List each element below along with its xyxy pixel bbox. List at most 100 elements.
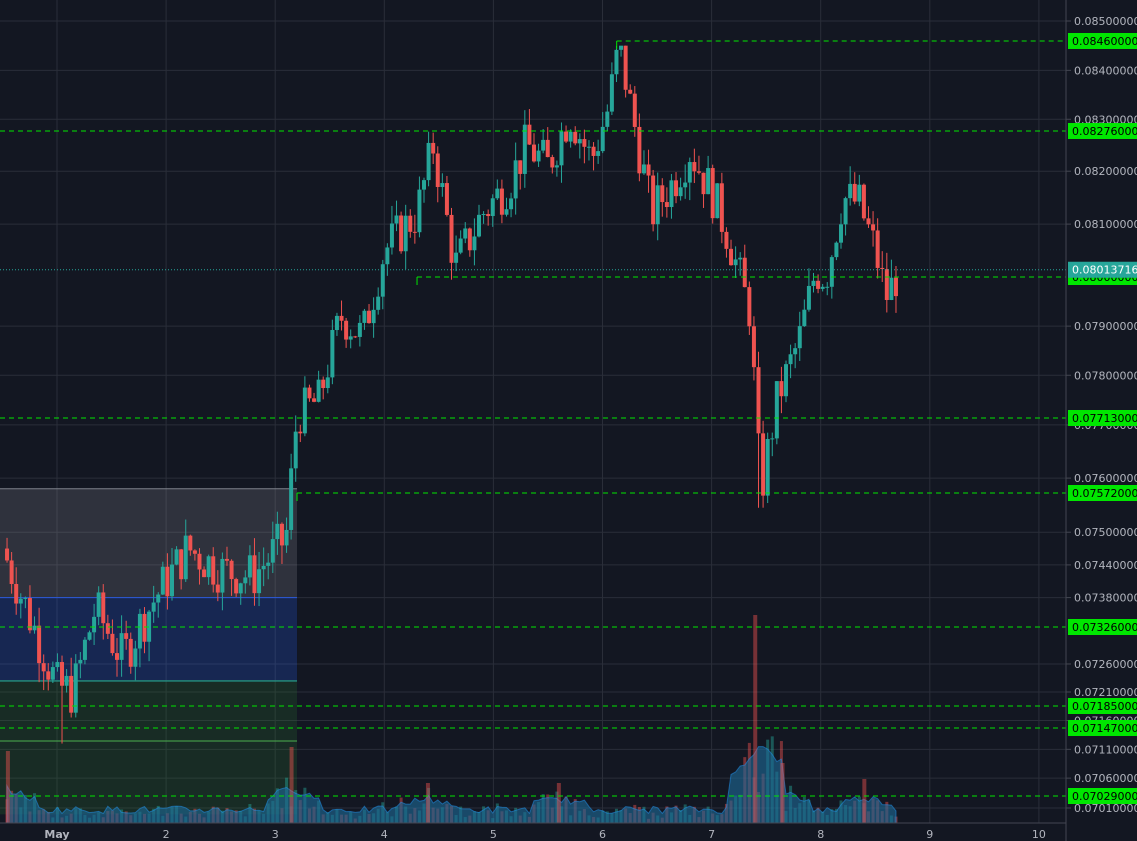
candle-body [69,675,74,713]
candle-body [605,111,610,127]
candle-body [23,598,28,600]
candle-body [875,230,880,268]
current-price-label-bg [1068,261,1137,278]
price-tick-label: 0.08200000 [1074,165,1137,178]
time-tick-label: 2 [163,828,170,841]
candle-body [788,354,793,365]
volume-spike [289,747,294,823]
candle-body [825,286,830,288]
candle-body [765,438,770,496]
candle-body [774,381,779,439]
time-tick-label: 8 [817,828,824,841]
candle-body [614,49,619,75]
candle-body [586,146,591,148]
volume-spike [5,751,10,823]
time-tick-label: 7 [708,828,715,841]
candle-body [50,667,55,680]
level-price-label-bg [1068,33,1137,49]
candle-body [651,175,656,225]
price-axis[interactable]: 0.085000000.084000000.083000000.08200000… [1065,0,1137,841]
level-price-label-bg [1068,410,1137,426]
candle-body [692,162,697,172]
candle-body [660,185,665,203]
candle-body [829,257,834,287]
candle-body [380,264,385,297]
candle-body [422,180,427,190]
level-price-label: 0.07185000 [1072,700,1137,713]
candle-body [710,168,715,219]
current-price-label: 0.08013716 [1072,264,1137,277]
candle-body [220,558,225,593]
price-tick-label: 0.08500000 [1074,15,1137,28]
level-price-label: 0.08460000 [1072,35,1137,48]
candle-body [105,623,110,634]
candle-body [243,577,248,584]
candle-body [188,535,193,551]
candle-body [596,151,601,156]
candle-body [92,616,97,633]
candle-body [664,202,669,208]
candle-body [128,638,133,667]
level-price-label-bg [1068,123,1137,139]
candle-body [738,257,743,260]
candle-body [889,277,894,300]
candle-body [215,584,220,593]
candle-body [536,150,541,162]
candle-body [371,309,376,324]
time-tick-label: 4 [381,828,388,841]
candle-body [834,242,839,258]
time-tick-label: May [44,828,69,841]
candle-body [609,74,614,112]
candle-body [376,296,381,310]
candle-body [224,558,229,561]
candle-body [454,252,459,263]
candle-body [252,555,257,594]
candle-body [357,322,362,337]
candle-body [655,185,660,225]
candle-body [142,613,147,642]
price-tick-label: 0.07010000 [1074,802,1137,815]
candle-body [367,310,372,324]
candle-body [192,550,197,554]
candle-body [435,153,440,187]
candle-body [110,633,115,654]
horizontal-levels [0,40,1066,797]
candle-body [55,662,60,668]
candle-body [417,189,422,233]
candle-body [37,625,42,664]
candle-body [124,633,129,639]
candle-body [119,633,124,660]
level-price-label-bg [1068,720,1137,736]
level-price-label: 0.08276000 [1072,125,1137,138]
level-price-label-bg [1068,788,1137,804]
candle-body [770,438,775,440]
candle-body [64,675,69,686]
candle-body [683,182,688,188]
volume-spike [556,783,561,823]
candle-body [646,164,651,176]
candle-body [151,602,156,612]
candle-body [623,45,628,90]
candle-body [293,431,298,469]
candle-body [490,198,495,217]
candle-body [641,164,646,174]
time-tick-label: 10 [1032,828,1046,841]
candle-body [751,326,756,368]
candle-body [628,89,633,94]
zone-2 [0,680,298,815]
candle-body [18,598,23,604]
candle-body [866,218,871,225]
candle-body [499,188,504,215]
candle-body [399,215,404,252]
candle-body [247,555,252,578]
volume-spike [780,763,785,823]
shaded-zones [0,488,298,815]
candle-body [385,247,390,265]
candle-body [5,548,10,561]
candle-body [284,529,289,546]
candle-body [857,184,862,202]
candle-body [174,549,179,565]
time-axis[interactable]: May 2 3 4 5 6 7 8 9 10 [0,822,1066,841]
